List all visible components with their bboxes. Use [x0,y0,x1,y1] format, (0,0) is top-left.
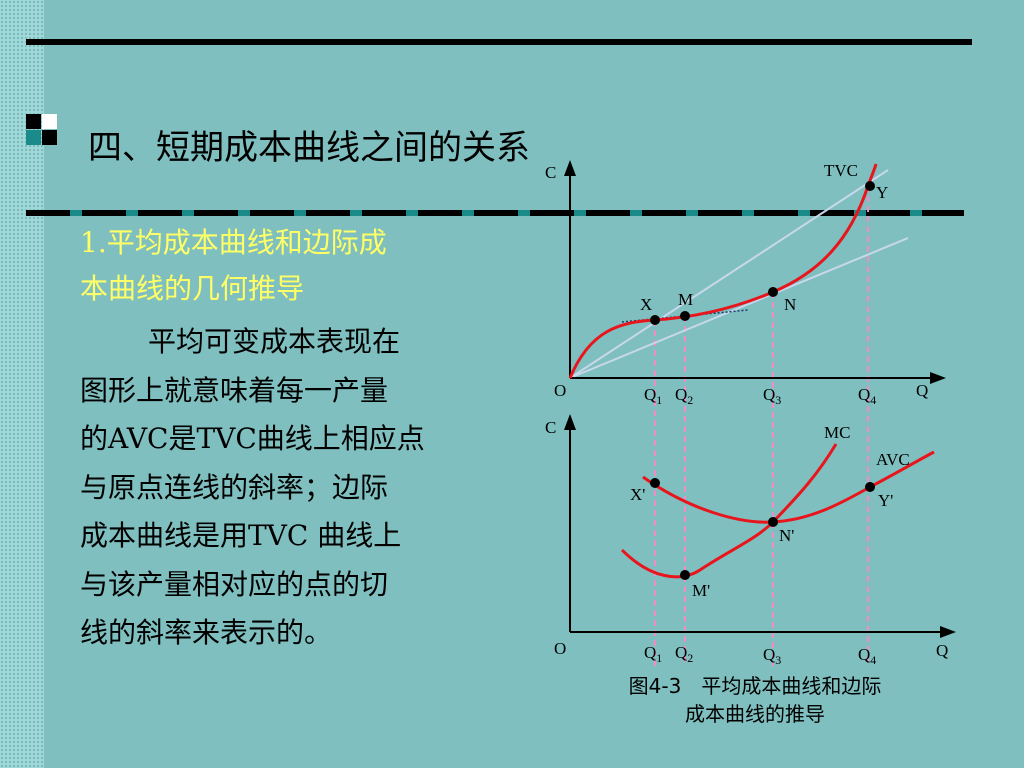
point-x-label: X [640,295,652,314]
mc-curve [620,443,838,579]
paragraph-line: 平均可变成本表现在 [148,325,401,358]
paragraph-line: 与原点连线的斜率；边际 [80,470,389,504]
bottom-origin-label: O [554,639,566,658]
bottom-y-axis-label: C [545,418,556,437]
top-tick-q2: Q2 [675,385,693,407]
ray-to-n [569,237,909,379]
point-x [650,315,660,325]
paragraph-line: 线的斜率来表示的。 [80,616,333,649]
mc-label: MC [824,423,850,442]
bottom-tick-q4: Q4 [858,645,876,667]
point-n [768,287,778,297]
bottom-tick-q3: Q3 [763,645,781,667]
top-tick-q3: Q3 [763,385,781,407]
top-x-axis-label: Q [916,381,928,400]
point-x-prime-label: X' [630,485,645,504]
section-heading: 1.平均成本曲线和边际成 本曲线的几何推导 [80,220,460,312]
caption-line: 图4-3 平均成本曲线和边际 [628,674,882,698]
point-m-prime [680,570,690,580]
paragraph-line: 的AVC是TVC曲线上相应点 [80,422,425,455]
point-y [865,181,875,191]
point-y-prime [865,482,875,492]
paragraph-line: 成本曲线是用TVC 曲线上 [80,519,402,552]
top-panel: C O Q TVC X M N Y Q1 Q2 Q3 Q4 [545,160,946,666]
avc-label: AVC [876,450,910,469]
point-m-prime-label: M' [692,581,710,600]
section-heading-line: 1.平均成本曲线和边际成 [80,226,387,259]
top-rule [26,39,972,45]
bottom-panel: C O Q MC AVC X' M' N' Y' Q1 Q2 Q3 Q4 [545,414,956,667]
section-heading-line: 本曲线的几何推导 [80,272,305,305]
paragraph-line: 与该产量相对应的点的切 [80,567,389,601]
top-tick-q1: Q1 [644,385,662,407]
caption-line: 成本曲线的推导 [685,702,825,726]
point-y-label: Y [876,183,888,202]
body-paragraph: 平均可变成本表现在 图形上就意味着每一产量 的AVC是TVC曲线上相应点 与原点… [80,318,460,658]
slide-title: 四、短期成本曲线之间的关系 [88,128,530,168]
point-x-prime [650,478,660,488]
dashed-rule [26,210,964,216]
point-y-prime-label: Y' [878,491,893,510]
point-m-label: M [678,290,693,309]
top-origin-label: O [554,381,566,400]
bottom-x-axis-label: Q [936,641,948,660]
point-n-prime [768,517,778,527]
point-m [680,311,690,321]
avc-curve [642,450,935,524]
bottom-tick-q1: Q1 [644,643,662,665]
figure-caption: 图4-3 平均成本曲线和边际 成本曲线的推导 [590,672,920,728]
bottom-tick-q2: Q2 [675,643,693,665]
top-y-axis-label: C [545,163,556,182]
title-bullet-icon [26,114,58,146]
tvc-label: TVC [824,161,858,180]
point-n-label: N [784,295,796,314]
ray-to-y [569,169,889,379]
paragraph-line: 图形上就意味着每一产量 [80,373,389,407]
top-tick-q4: Q4 [858,385,876,407]
point-n-prime-label: N' [779,526,794,545]
